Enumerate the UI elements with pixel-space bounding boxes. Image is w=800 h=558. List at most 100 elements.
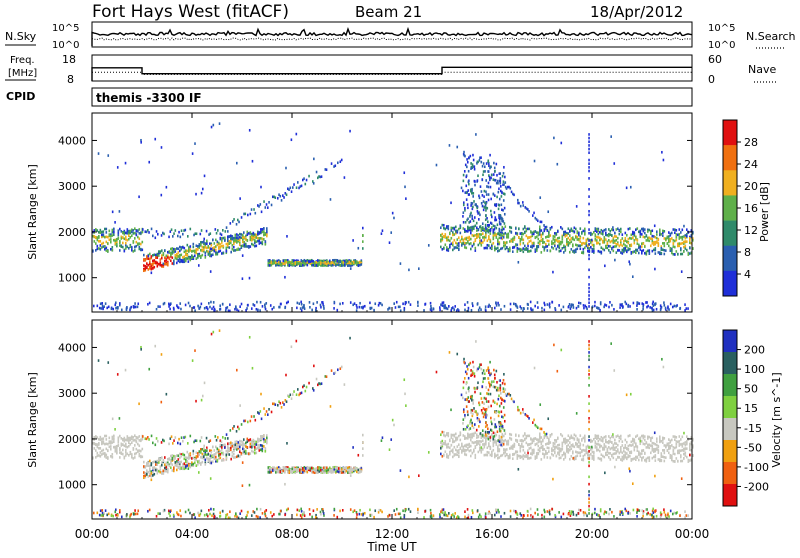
power-cell	[256, 234, 258, 237]
power-cell	[221, 252, 223, 255]
power-cell	[346, 259, 348, 262]
power-cell	[189, 305, 191, 308]
power-cell	[140, 231, 142, 234]
velocity-cell	[604, 444, 606, 447]
power-cell	[484, 228, 486, 231]
velocity-cell	[569, 458, 571, 461]
power-cell	[173, 248, 175, 251]
power-cell	[241, 233, 243, 236]
power-cell	[604, 241, 606, 244]
velocity-cell	[544, 453, 546, 456]
power-cell	[490, 247, 492, 250]
power-cell	[566, 243, 568, 246]
velocity-cell	[440, 441, 442, 444]
power-cell	[148, 231, 150, 234]
power-cell	[146, 266, 148, 269]
velocity-cell	[514, 453, 516, 456]
velocity-cell	[358, 471, 360, 474]
power-cell	[202, 254, 204, 257]
velocity-cell	[613, 457, 615, 460]
power-cell	[477, 161, 479, 164]
velocity-cell	[124, 444, 126, 447]
velocity-cell	[145, 474, 147, 477]
power-cell	[292, 260, 294, 263]
power-cell	[157, 305, 159, 308]
power-cell	[641, 233, 643, 236]
power-cell	[157, 265, 159, 268]
velocity-cell	[520, 447, 522, 450]
power-cell	[597, 307, 599, 310]
power-cell	[488, 199, 490, 202]
velocity-cell	[623, 454, 625, 457]
velocity-cell	[470, 455, 472, 458]
power-cell	[456, 146, 458, 149]
velocity-cell	[118, 436, 120, 439]
power-cell	[243, 231, 245, 234]
velocity-cell	[344, 470, 346, 473]
power-cell	[148, 255, 150, 258]
power-cell	[485, 227, 487, 230]
power-cell	[679, 233, 681, 236]
power-cell	[683, 225, 685, 228]
power-cell	[671, 252, 673, 255]
velocity-cell	[520, 439, 522, 442]
power-cell	[655, 252, 657, 255]
power-cell	[270, 304, 272, 307]
power-cell	[530, 250, 532, 253]
power-cell	[539, 230, 541, 233]
power-cell	[356, 261, 358, 264]
velocity-cell	[323, 467, 325, 470]
power-cell	[194, 254, 196, 257]
power-cell	[607, 243, 609, 246]
velocity-cell	[101, 441, 103, 444]
power-cell	[112, 308, 114, 311]
velocity-cell	[260, 438, 262, 441]
power-cell	[626, 251, 628, 254]
power-cell	[609, 301, 611, 304]
velocity-cell	[473, 450, 475, 453]
power-cell	[598, 233, 600, 236]
velocity-cell	[509, 437, 511, 440]
power-cell	[600, 301, 602, 304]
velocity-cell	[112, 438, 114, 441]
velocity-cell	[634, 441, 636, 444]
velocity-cell	[563, 451, 565, 454]
power-cell	[193, 250, 195, 253]
power-cell	[403, 171, 405, 174]
power-cell	[467, 237, 469, 240]
power-cell	[484, 247, 486, 250]
power-cell	[488, 231, 490, 234]
velocity-cell	[532, 453, 534, 456]
power-cell	[503, 242, 505, 245]
velocity-cell	[116, 450, 118, 453]
power-cell	[482, 232, 484, 235]
velocity-cell	[188, 457, 190, 460]
power-cell	[599, 243, 601, 246]
velocity-cell	[625, 439, 627, 442]
power-cell	[202, 250, 204, 253]
velocity-cell	[464, 453, 466, 456]
power-cell	[103, 245, 105, 248]
power-cell	[251, 208, 253, 211]
velocity-cell	[293, 469, 295, 472]
velocity-cell	[101, 450, 103, 453]
power-cell	[562, 228, 564, 231]
power-cell	[149, 266, 151, 269]
power-cell	[452, 244, 454, 247]
power-cell	[588, 151, 590, 154]
velocity-cell	[179, 468, 181, 471]
power-cell	[161, 254, 163, 257]
velocity-cell	[295, 468, 297, 471]
power-cell	[203, 248, 205, 251]
velocity-cell	[128, 441, 130, 444]
power-cell	[352, 239, 354, 242]
power-cell	[472, 245, 474, 248]
power-cell	[347, 260, 349, 263]
power-cell	[588, 166, 590, 169]
power-cell	[201, 192, 203, 195]
power-cell	[649, 252, 651, 255]
power-cell	[610, 233, 612, 236]
power-cell	[467, 301, 469, 304]
